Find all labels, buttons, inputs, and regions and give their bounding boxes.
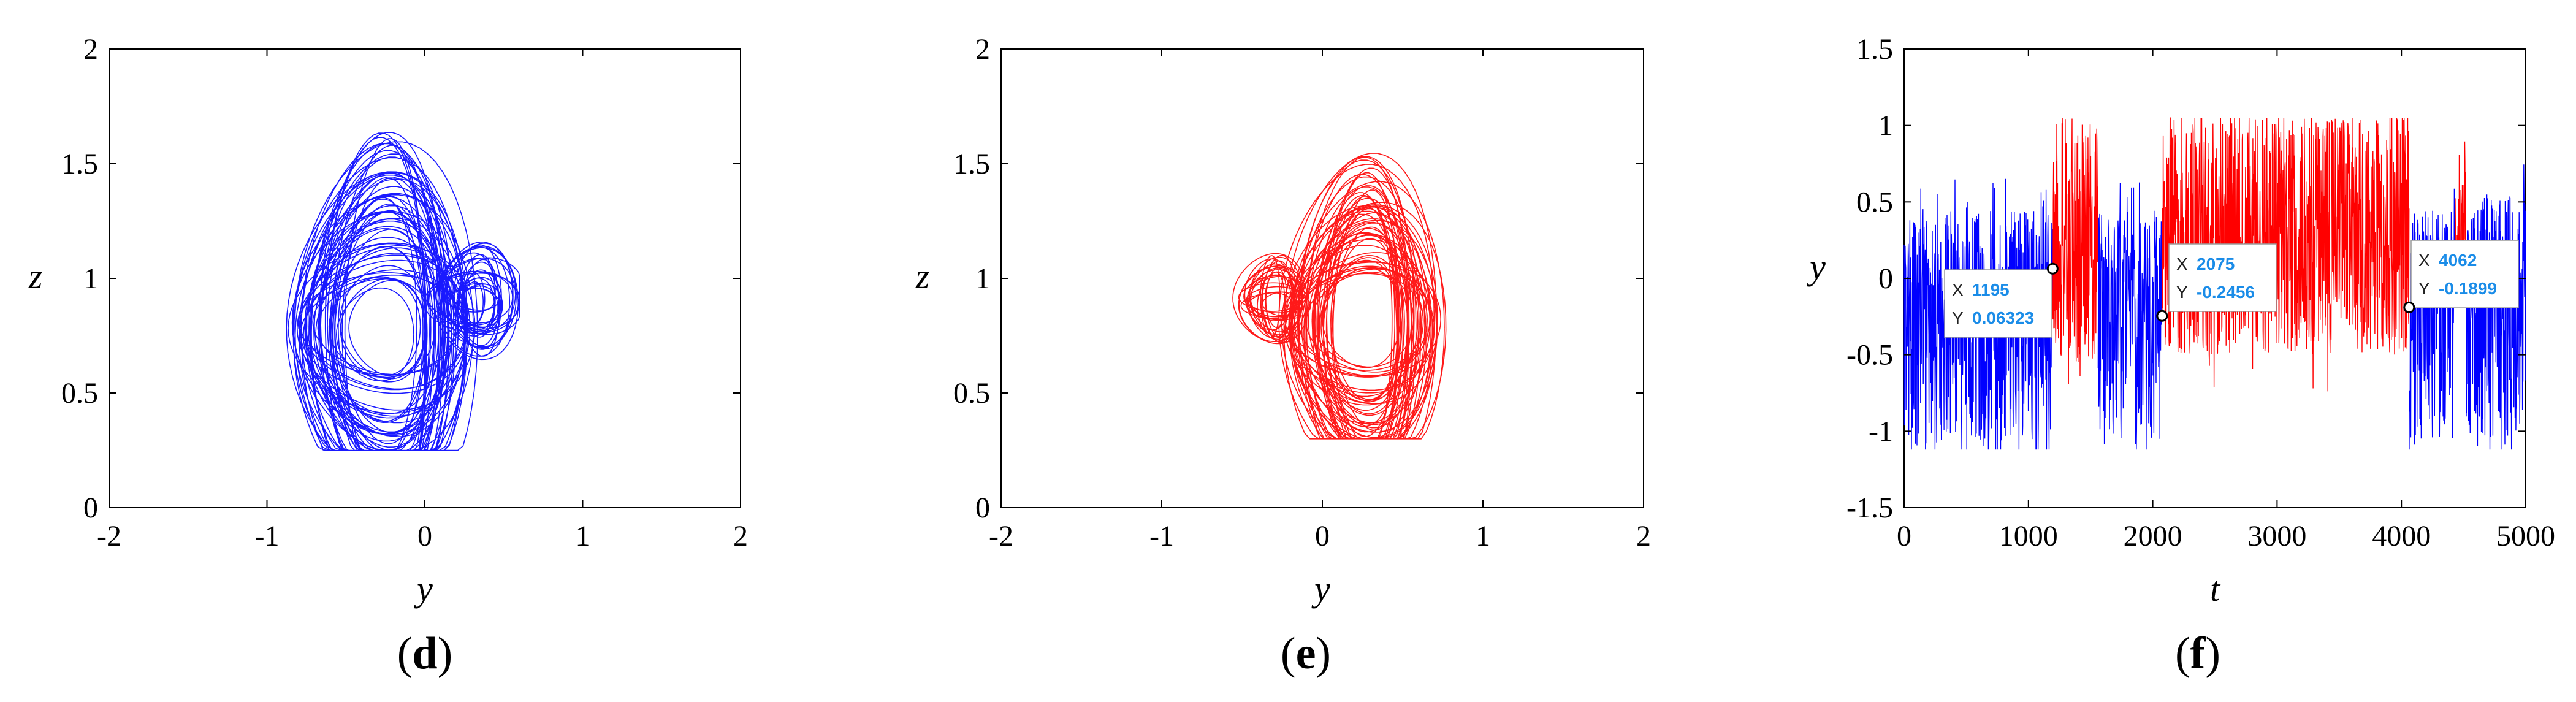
datatip-y-value: -0.1899: [2439, 279, 2497, 298]
ylabel-d: z: [28, 256, 43, 296]
datatip[interactable]: X 2075 Y -0.2456: [2156, 243, 2277, 322]
ytick-label: 0: [975, 492, 990, 524]
xtick-label: 3000: [2247, 520, 2306, 552]
datatip-marker[interactable]: [2156, 310, 2168, 322]
ytick-label: 1.5: [953, 148, 990, 180]
datatip-y-key: Y: [2176, 283, 2188, 302]
ticks-d: -2 -1 0 1 2 0 0.5 1 1.5 2: [61, 33, 748, 552]
panel-letter-f: f: [2190, 628, 2206, 679]
xtick-label: -2: [989, 520, 1013, 552]
ytick-label: 0: [1878, 262, 1893, 295]
ytick-label: 1.5: [61, 148, 98, 180]
datatip-x-key: X: [1952, 280, 1964, 299]
xtick-label: 1: [1476, 520, 1490, 552]
attractor-trajectory: [1232, 153, 1447, 440]
datatip-x-value: 2075: [2197, 254, 2235, 273]
xtick-label: 0: [417, 520, 432, 552]
datatip-x-key: X: [2418, 251, 2430, 270]
datatip-x-value: 1195: [1972, 280, 2010, 299]
datatip-marker[interactable]: [2046, 262, 2059, 275]
datatip-y-value: 0.06323: [1972, 308, 2034, 327]
ytick-label: 0.5: [953, 377, 990, 410]
ytick-label: 1: [83, 262, 98, 295]
datatip-box: [1944, 269, 2052, 338]
xtick-label: 2: [1636, 520, 1651, 552]
attractor-trajectory: [286, 132, 520, 451]
xtick-label: -1: [255, 520, 280, 552]
attractor-curve-e: [1232, 153, 1447, 440]
xtick-label: 0: [1315, 520, 1330, 552]
panel-label-e: (e): [1281, 628, 1331, 679]
datatip-marker[interactable]: [2403, 301, 2415, 313]
datatip-x-key: X: [2176, 254, 2188, 273]
datatips-f: X 1195 Y 0.06323 X 2075 Y -0.2456 X 4062 Y -0.1899: [1944, 240, 2519, 338]
ticks-f: 0 1000 2000 3000 4000 5000 -1.5 -1 -0.5 0 0.5 1 1.5: [1846, 33, 2555, 552]
time-series-segment: [2052, 118, 2098, 384]
ytick-label: 0.5: [1856, 186, 1893, 218]
panel-label-f: (f): [2175, 628, 2220, 679]
ytick-label: 1.5: [1856, 33, 1893, 66]
ylabel-e: z: [915, 256, 930, 296]
xtick-label: -2: [97, 520, 121, 552]
datatip-y-key: Y: [1952, 308, 1964, 327]
xtick-label: 1000: [1999, 520, 2058, 552]
datatip-y-key: Y: [2418, 279, 2430, 298]
datatip-box: [2410, 240, 2519, 308]
xtick-label: 4000: [2372, 520, 2431, 552]
ytick-label: 2: [975, 33, 990, 66]
datatip-y-value: -0.2456: [2197, 283, 2255, 302]
ticks-e: -2 -1 0 1 2 0 0.5 1 1.5 2: [953, 33, 1651, 552]
ytick-label: 2: [83, 33, 98, 66]
ylabel-f: y: [1807, 247, 1826, 287]
datatip-box: [2168, 243, 2277, 312]
xtick-label: 1: [576, 520, 590, 552]
datatip-x-value: 4062: [2439, 251, 2477, 270]
xtick-label: 2000: [2124, 520, 2182, 552]
ytick-label: -1.5: [1846, 492, 1893, 524]
chart-panel-d: -2 -1 0 1 2 0 0.5 1 1.5 2 y z (d): [28, 33, 748, 679]
panel-letter-d: d: [412, 628, 437, 679]
chart-panel-f: 0 1000 2000 3000 4000 5000-1.5-1-0.500.511.5 …: [1807, 33, 2555, 679]
ytick-label: 0.5: [61, 377, 98, 410]
chart-panel-e: -2 -1 0 1 2 0 0.5 1 1.5 2 y z (e): [915, 33, 1651, 679]
ytick-label: -1: [1869, 415, 1893, 448]
time-series-segment: [2097, 182, 2163, 450]
attractor-curve-d: [286, 132, 520, 451]
xtick-label: 2: [733, 520, 748, 552]
xtick-label: 5000: [2496, 520, 2555, 552]
ytick-label: 0: [83, 492, 98, 524]
ytick-label: 1: [975, 262, 990, 295]
ytick-label: -0.5: [1846, 339, 1893, 372]
panel-label-d: (d): [397, 628, 452, 679]
xlabel-d: y: [414, 569, 433, 609]
time-series-segment: [1903, 178, 2053, 450]
xtick-label: 0: [1897, 520, 1911, 552]
ytick-label: 1: [1878, 110, 1893, 142]
panel-letter-e: e: [1296, 628, 1316, 679]
datatip[interactable]: X 1195 Y 0.06323: [1944, 262, 2059, 338]
xtick-label: -1: [1149, 520, 1174, 552]
time-series-segment: [2466, 164, 2526, 450]
xlabel-f: t: [2210, 569, 2221, 609]
datatip[interactable]: X 4062 Y -0.1899: [2403, 240, 2519, 313]
xlabel-e: y: [1311, 569, 1330, 609]
